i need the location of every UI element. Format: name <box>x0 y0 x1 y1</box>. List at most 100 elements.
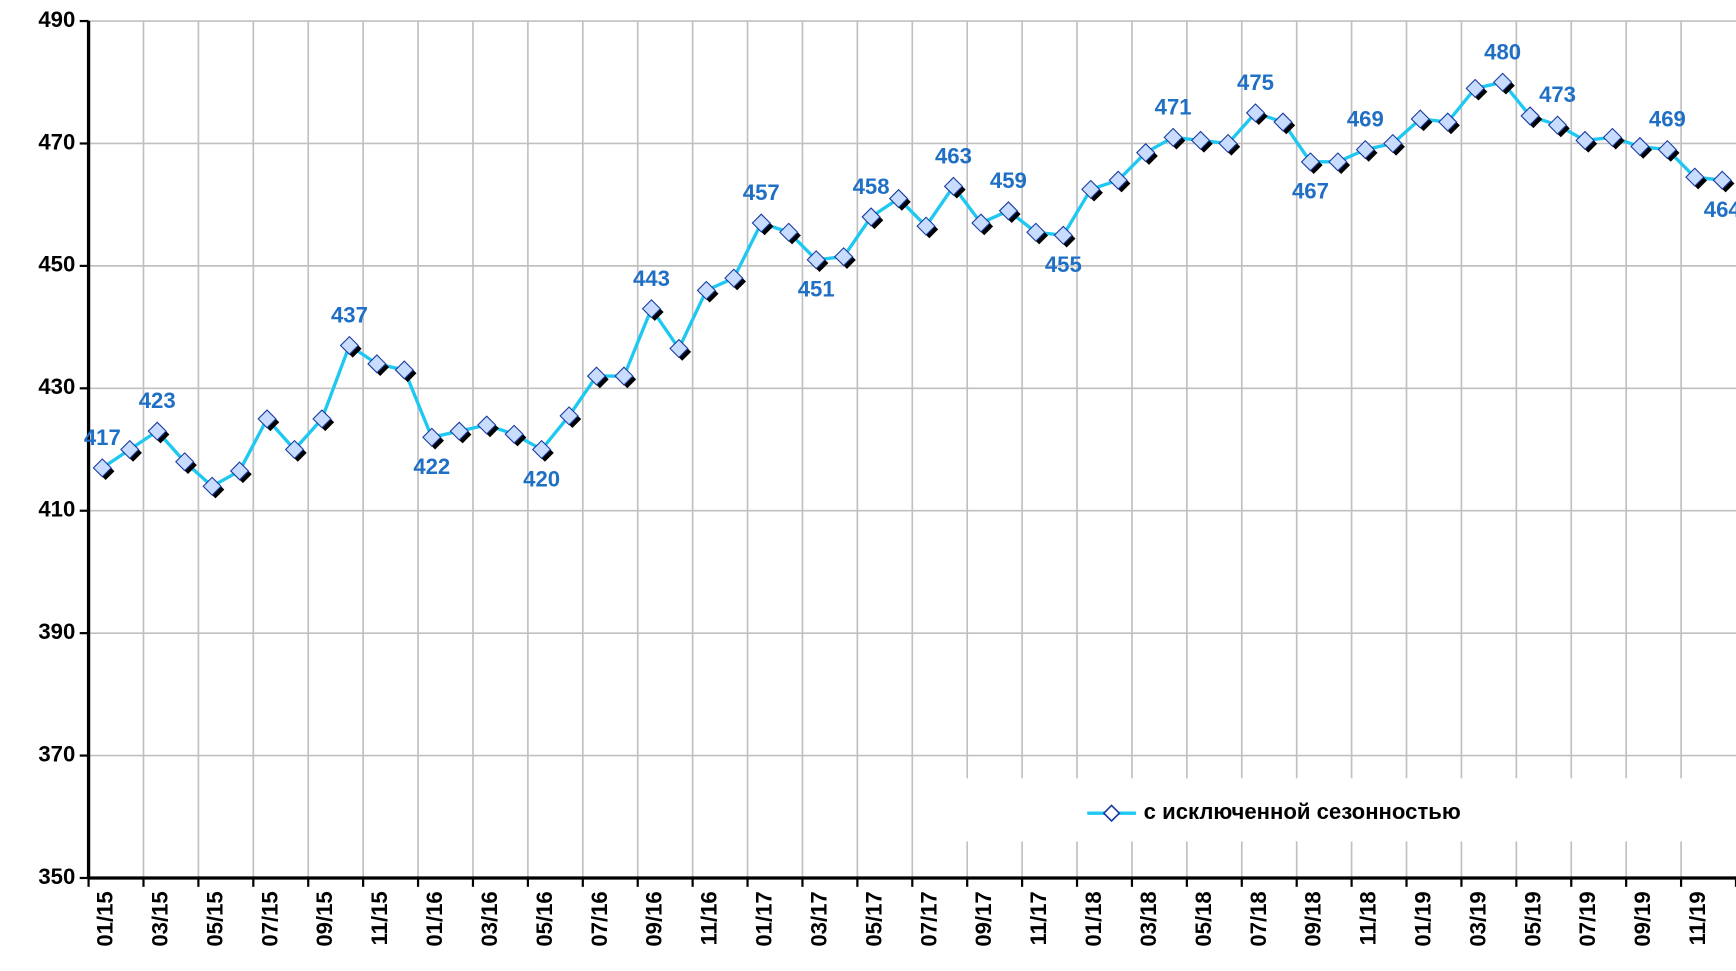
x-tick-label: 03/18 <box>1136 891 1161 946</box>
data-label: 469 <box>1347 107 1384 132</box>
marker <box>861 207 881 227</box>
x-tick-label: 07/18 <box>1246 891 1271 946</box>
x-tick-label: 11/19 <box>1685 891 1710 945</box>
data-label: 455 <box>1045 252 1082 277</box>
data-label: 422 <box>413 454 450 479</box>
marker <box>916 216 936 236</box>
x-tick-label: 07/16 <box>587 891 612 946</box>
marker <box>284 439 305 460</box>
marker <box>971 213 991 233</box>
y-tick-label: 370 <box>38 741 75 766</box>
x-tick-label: 01/16 <box>422 891 447 946</box>
marker <box>394 360 414 380</box>
y-tick-label: 410 <box>38 497 75 522</box>
data-label: 458 <box>853 174 890 199</box>
x-tick-label: 09/15 <box>312 891 337 946</box>
marker <box>1410 109 1430 129</box>
marker <box>504 424 524 444</box>
marker <box>724 268 744 288</box>
legend-marker <box>1102 804 1121 823</box>
x-tick-label: 09/19 <box>1630 891 1655 946</box>
x-tick-label: 03/15 <box>147 891 172 946</box>
x-tick-label: 03/16 <box>477 891 502 946</box>
marker <box>751 213 771 233</box>
x-tick-label: 01/15 <box>93 891 118 946</box>
marker <box>1108 170 1128 190</box>
x-tick-label: 07/15 <box>257 891 282 946</box>
marker <box>641 299 662 319</box>
marker <box>422 427 442 447</box>
marker <box>1081 179 1101 200</box>
x-tick-label: 03/17 <box>806 891 831 946</box>
marker <box>1438 112 1458 132</box>
x-tick-label: 11/15 <box>367 891 392 945</box>
x-tick-label: 05/15 <box>202 891 227 946</box>
data-label: 457 <box>743 180 780 205</box>
marker <box>531 439 552 460</box>
x-tick-label: 11/16 <box>697 891 722 945</box>
marker <box>175 452 195 472</box>
data-label: 417 <box>84 425 121 450</box>
data-label: 480 <box>1484 39 1521 64</box>
marker <box>120 439 140 460</box>
y-tick-label: 470 <box>38 129 75 154</box>
x-tick-label: 05/18 <box>1191 891 1216 946</box>
x-tick-label: 01/19 <box>1411 891 1436 946</box>
x-tick-label: 07/17 <box>916 891 941 946</box>
marker <box>1245 103 1266 123</box>
x-tick-label: 05/16 <box>532 891 557 946</box>
x-tick-label: 07/19 <box>1575 891 1600 946</box>
marker <box>1383 133 1403 154</box>
y-tick-label: 350 <box>38 864 75 889</box>
marker <box>1190 130 1211 151</box>
marker <box>1355 139 1375 160</box>
marker <box>1136 143 1156 163</box>
marker <box>586 366 607 386</box>
marker <box>367 354 387 374</box>
data-label: 463 <box>935 143 972 168</box>
marker <box>669 338 689 359</box>
data-label: 459 <box>990 168 1027 193</box>
marker <box>1053 225 1073 245</box>
marker <box>202 476 222 496</box>
marker <box>229 461 250 481</box>
x-tick-label: 09/16 <box>642 891 667 946</box>
data-label: 467 <box>1292 179 1329 204</box>
x-tick-label: 01/17 <box>752 891 777 946</box>
marker <box>779 222 799 242</box>
marker <box>449 421 469 441</box>
marker <box>1602 127 1623 147</box>
data-label: 423 <box>139 388 176 413</box>
x-tick-label: 05/19 <box>1520 891 1545 946</box>
marker <box>806 250 826 270</box>
marker <box>614 366 634 386</box>
marker <box>1657 139 1677 160</box>
y-tick-label: 450 <box>38 252 75 277</box>
data-label: 475 <box>1237 70 1274 95</box>
y-tick-label: 430 <box>38 374 75 399</box>
marker <box>834 247 854 267</box>
marker <box>998 201 1019 221</box>
marker <box>1163 127 1183 147</box>
marker <box>1273 112 1293 132</box>
data-label: 471 <box>1155 94 1192 119</box>
marker <box>339 335 360 356</box>
marker <box>1712 170 1732 190</box>
data-label: 451 <box>798 277 835 302</box>
marker <box>1630 136 1650 157</box>
marker <box>888 188 909 209</box>
marker <box>312 409 332 429</box>
data-label: 469 <box>1649 107 1686 132</box>
x-tick-label: 11/18 <box>1356 891 1381 945</box>
data-label: 443 <box>633 266 670 291</box>
x-tick-label: 03/19 <box>1465 891 1490 946</box>
marker <box>1685 167 1705 187</box>
marker <box>559 406 579 426</box>
marker <box>147 421 167 441</box>
marker <box>696 280 716 301</box>
marker <box>1547 115 1568 135</box>
marker <box>1328 152 1348 172</box>
y-tick-label: 490 <box>38 7 75 32</box>
